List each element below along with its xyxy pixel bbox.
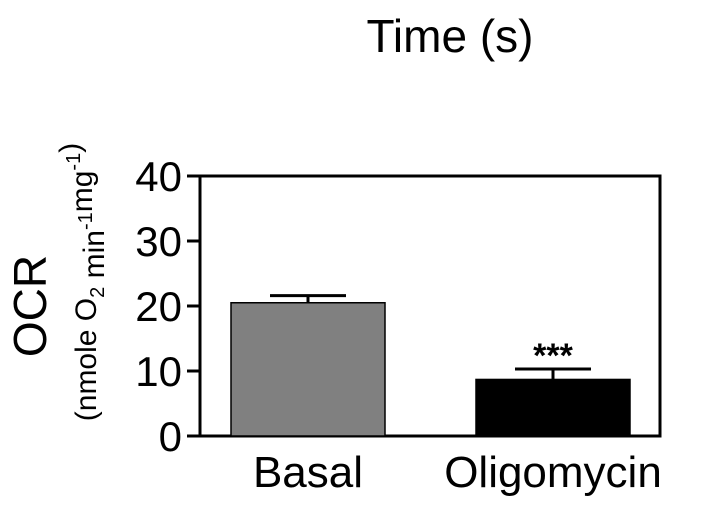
page-title: Time (s) bbox=[366, 10, 534, 62]
y-axis-title: OCR bbox=[4, 255, 56, 357]
x-tick-label: Oligomycin bbox=[444, 448, 662, 497]
bar-oligomycin bbox=[475, 378, 631, 437]
chart-bars bbox=[230, 294, 631, 437]
significance-marker: *** bbox=[533, 337, 573, 375]
y-tick-label: 0 bbox=[159, 413, 182, 460]
chart-axes: 0 10 20 30 40 bbox=[135, 153, 662, 460]
y-axis-units: (nmole O2 min-1mg-1) bbox=[54, 143, 111, 421]
y-tick-label: 40 bbox=[135, 153, 182, 200]
y-tick-label: 10 bbox=[135, 348, 182, 395]
chart-labels: Basal Oligomycin *** OCR(nmole O2 min-1mg-1… bbox=[4, 143, 662, 497]
y-tick-label: 20 bbox=[135, 283, 182, 330]
x-tick-label: Basal bbox=[253, 448, 363, 497]
bar-basal bbox=[230, 302, 386, 437]
y-tick-label: 30 bbox=[135, 218, 182, 265]
